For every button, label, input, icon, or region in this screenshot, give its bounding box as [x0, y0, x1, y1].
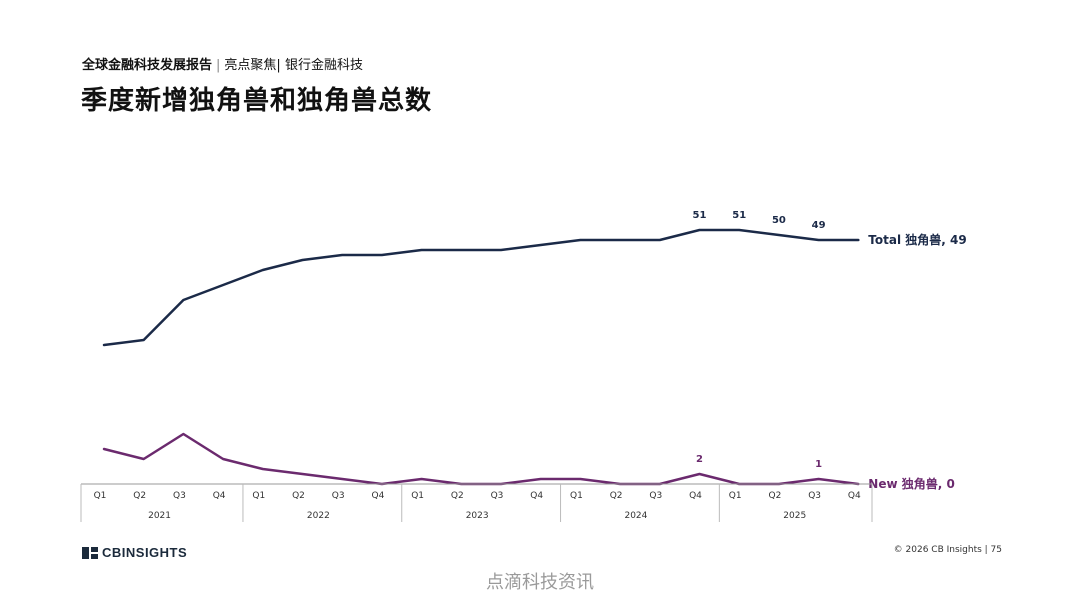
x-tick-label: Q4 — [213, 491, 226, 501]
year-label: 2022 — [307, 511, 330, 521]
series-line-0 — [102, 228, 860, 347]
data-label: 51 — [693, 210, 707, 221]
series-line-1 — [102, 432, 860, 486]
x-tick-label: Q1 — [94, 491, 107, 501]
year-label: 2024 — [624, 511, 647, 521]
data-label: 49 — [812, 220, 826, 231]
watermark: 点滴科技资讯 — [486, 572, 594, 593]
x-tick-label: Q4 — [530, 491, 543, 501]
x-tick-label: Q1 — [570, 491, 583, 501]
header-separator: | — [216, 58, 221, 73]
page-title: 季度新增独角兽和独角兽总数 — [81, 86, 433, 116]
x-tick-label: Q4 — [689, 491, 702, 501]
x-tick-label: Q2 — [610, 491, 623, 501]
data-label: 1 — [815, 459, 822, 470]
x-tick-label: Q4 — [371, 491, 384, 501]
section-name: 亮点聚焦| — [224, 58, 281, 73]
year-label: 2025 — [783, 511, 806, 521]
x-tick-label: Q1 — [729, 491, 742, 501]
x-tick-label: Q3 — [808, 491, 821, 501]
copyright-page: © 2026 CB Insights | 75 — [893, 545, 1002, 555]
x-tick-label: Q3 — [173, 491, 186, 501]
year-label: 2021 — [148, 511, 171, 521]
x-tick-label: Q2 — [292, 491, 305, 501]
x-tick-label: Q3 — [649, 491, 662, 501]
data-label: 2 — [696, 454, 703, 465]
x-tick-label: Q3 — [491, 491, 504, 501]
x-tick-label: Q1 — [411, 491, 424, 501]
data-label: 50 — [772, 215, 786, 226]
series-end-label: Total 独角兽, 49 — [868, 232, 966, 247]
cb-logo-icon — [82, 546, 98, 559]
brand-name: CBINSIGHTS — [102, 545, 188, 560]
x-tick-label: Q3 — [332, 491, 345, 501]
x-tick-label: Q2 — [133, 491, 146, 501]
report-header: 全球金融科技发展报告 | 亮点聚焦| 银行金融科技 — [82, 54, 363, 73]
x-tick-label: Q4 — [848, 491, 861, 501]
x-tick-label: Q2 — [768, 491, 781, 501]
topic-name: 银行金融科技 — [284, 58, 363, 73]
x-tick-label: Q1 — [252, 491, 265, 501]
series-end-label: New 独角兽, 0 — [868, 476, 955, 491]
report-name: 全球金融科技发展报告 — [82, 58, 213, 73]
cb-insights-logo: CBINSIGHTS — [82, 545, 187, 560]
x-tick-label: Q2 — [451, 491, 464, 501]
data-label: 51 — [732, 210, 746, 221]
year-label: 2023 — [466, 511, 489, 521]
